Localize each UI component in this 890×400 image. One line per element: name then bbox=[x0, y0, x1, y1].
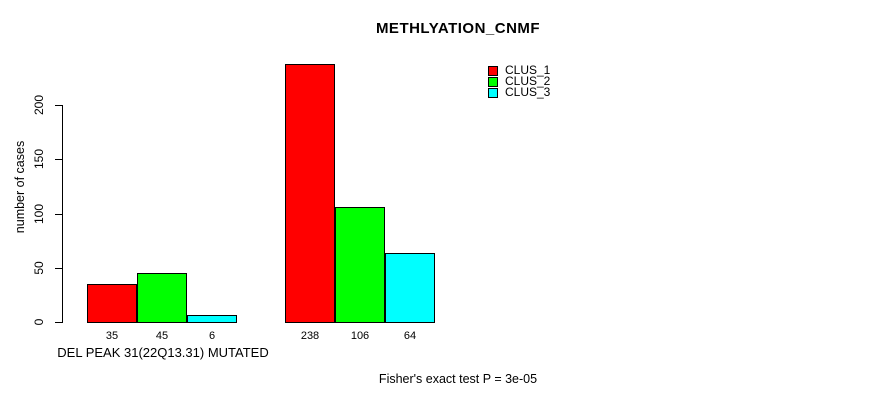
y-axis-tick bbox=[55, 268, 62, 269]
y-axis-tick-label: 50 bbox=[32, 261, 46, 275]
legend-swatch-clus_3 bbox=[488, 87, 498, 98]
y-axis-tick bbox=[55, 105, 62, 106]
bar-value-label: 238 bbox=[300, 330, 320, 342]
bar-clus_2-group1 bbox=[137, 273, 187, 323]
footnote-text: Fisher's exact test P = 3e-05 bbox=[378, 372, 538, 386]
y-axis-tick-label: 0 bbox=[32, 318, 46, 326]
y-axis-tick bbox=[55, 214, 62, 215]
y-axis-tick bbox=[55, 322, 62, 323]
bar-value-label: 106 bbox=[350, 330, 370, 342]
x-axis-label: DEL PEAK 31(22Q13.31) MUTATED bbox=[57, 345, 269, 360]
bar-value-label: 64 bbox=[403, 330, 417, 342]
y-axis-tick-label: 200 bbox=[32, 94, 46, 116]
legend-swatch-clus_2 bbox=[488, 76, 498, 87]
bar-clus_3-group1 bbox=[187, 315, 237, 323]
y-axis-tick bbox=[55, 159, 62, 160]
legend-label: CLUS_2 bbox=[505, 74, 551, 88]
legend-row-clus_1: CLUS_1 bbox=[488, 63, 551, 77]
bar-value-label: 35 bbox=[105, 330, 119, 342]
bar-clus_3-group2 bbox=[385, 253, 435, 323]
bar-clus_1-group1 bbox=[87, 284, 137, 323]
bar-value-label: 45 bbox=[155, 330, 169, 342]
legend-label: CLUS_1 bbox=[505, 63, 551, 77]
y-axis-line bbox=[62, 105, 63, 323]
legend-row-clus_3: CLUS_3 bbox=[488, 85, 551, 99]
legend-row-clus_2: CLUS_2 bbox=[488, 74, 551, 88]
bar-clus_1-group2 bbox=[285, 64, 335, 323]
legend-label: CLUS_3 bbox=[505, 85, 551, 99]
y-axis-tick-label: 100 bbox=[32, 203, 46, 225]
y-axis-label: number of cases bbox=[13, 140, 27, 234]
legend: CLUS_1 CLUS_2 CLUS_3 bbox=[488, 63, 551, 99]
y-axis-tick-label: 150 bbox=[32, 148, 46, 170]
legend-swatch-clus_1 bbox=[488, 65, 498, 76]
chart-title: METHLYATION_CNMF bbox=[375, 20, 541, 37]
bar-clus_2-group2 bbox=[335, 207, 385, 323]
bar-value-label: 6 bbox=[208, 330, 216, 342]
